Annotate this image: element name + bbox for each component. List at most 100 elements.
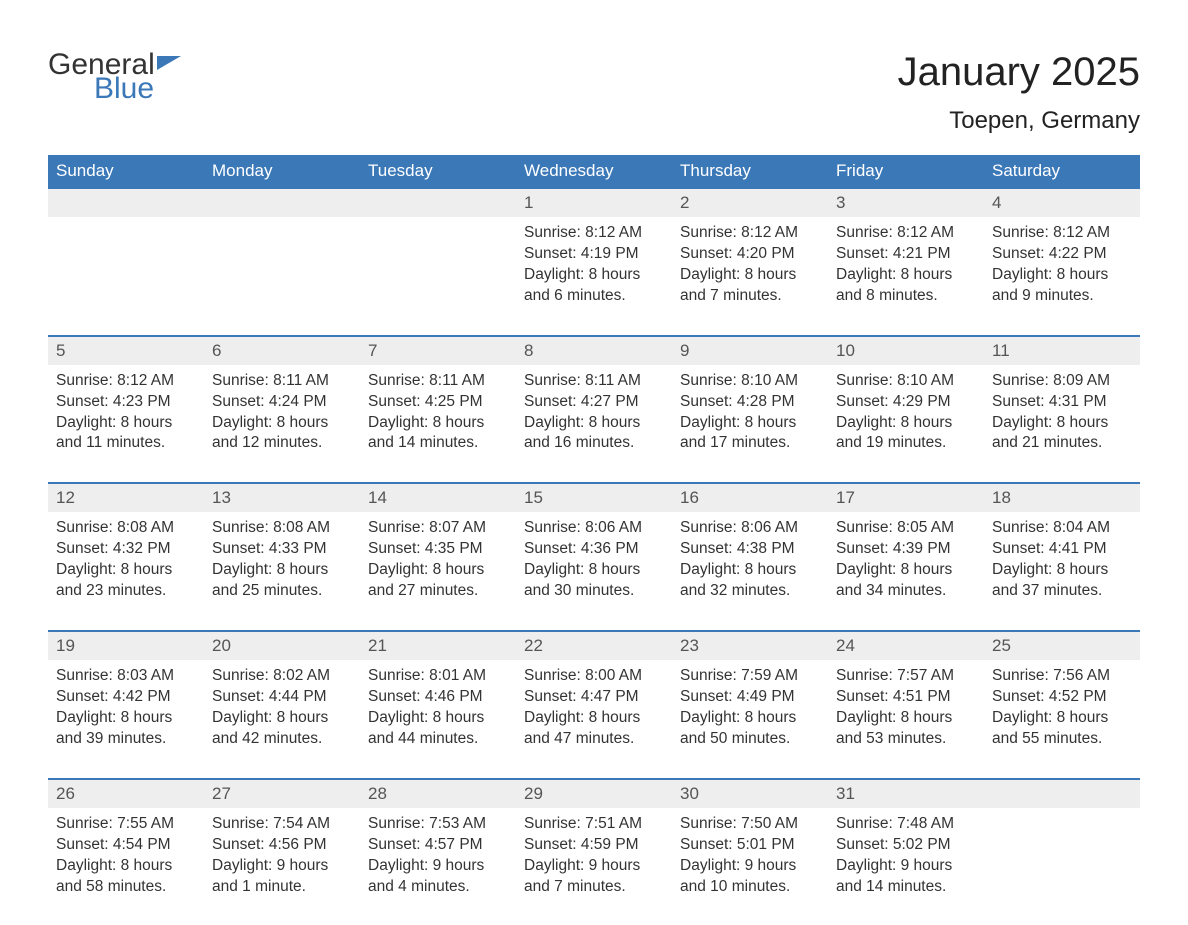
sunrise-text: Sunrise: 8:02 AM [212, 666, 352, 687]
sunset-text: Sunset: 4:20 PM [680, 244, 820, 265]
dl2-text: and 50 minutes. [680, 729, 820, 750]
dl1-text: Daylight: 8 hours [992, 708, 1132, 729]
sunrise-text: Sunrise: 8:12 AM [680, 223, 820, 244]
day-cell: Sunrise: 7:57 AMSunset: 4:51 PMDaylight:… [828, 660, 984, 779]
day-number: 13 [204, 483, 360, 512]
sunrise-text: Sunrise: 8:08 AM [212, 518, 352, 539]
day-cell [360, 217, 516, 336]
dl2-text: and 8 minutes. [836, 286, 976, 307]
day-cell: Sunrise: 8:05 AMSunset: 4:39 PMDaylight:… [828, 512, 984, 631]
day-cell: Sunrise: 8:03 AMSunset: 4:42 PMDaylight:… [48, 660, 204, 779]
dl2-text: and 4 minutes. [368, 877, 508, 898]
day-cell: Sunrise: 8:12 AMSunset: 4:22 PMDaylight:… [984, 217, 1140, 336]
flag-icon [157, 56, 181, 70]
dl2-text: and 55 minutes. [992, 729, 1132, 750]
sunset-text: Sunset: 4:35 PM [368, 539, 508, 560]
sunrise-text: Sunrise: 7:50 AM [680, 814, 820, 835]
day-number: 23 [672, 631, 828, 660]
day-cell: Sunrise: 8:10 AMSunset: 4:28 PMDaylight:… [672, 365, 828, 484]
sunset-text: Sunset: 4:41 PM [992, 539, 1132, 560]
sunrise-text: Sunrise: 8:11 AM [368, 371, 508, 392]
day-cell: Sunrise: 8:12 AMSunset: 4:20 PMDaylight:… [672, 217, 828, 336]
sunset-text: Sunset: 4:19 PM [524, 244, 664, 265]
day-cell: Sunrise: 8:11 AMSunset: 4:27 PMDaylight:… [516, 365, 672, 484]
sunrise-text: Sunrise: 8:12 AM [56, 371, 196, 392]
sunrise-text: Sunrise: 7:53 AM [368, 814, 508, 835]
dl1-text: Daylight: 8 hours [212, 560, 352, 581]
sunrise-text: Sunrise: 8:06 AM [680, 518, 820, 539]
day-number: 14 [360, 483, 516, 512]
dl1-text: Daylight: 8 hours [680, 560, 820, 581]
dl1-text: Daylight: 8 hours [524, 265, 664, 286]
dl2-text: and 27 minutes. [368, 581, 508, 602]
dl1-text: Daylight: 8 hours [56, 856, 196, 877]
weekday-header-row: Sunday Monday Tuesday Wednesday Thursday… [48, 155, 1140, 188]
dl2-text: and 58 minutes. [56, 877, 196, 898]
content-row: Sunrise: 8:12 AMSunset: 4:19 PMDaylight:… [48, 217, 1140, 336]
dl1-text: Daylight: 8 hours [680, 708, 820, 729]
col-thu: Thursday [672, 155, 828, 188]
dl1-text: Daylight: 8 hours [524, 560, 664, 581]
dl1-text: Daylight: 9 hours [680, 856, 820, 877]
day-number: 2 [672, 188, 828, 217]
sunset-text: Sunset: 4:31 PM [992, 392, 1132, 413]
day-cell: Sunrise: 8:12 AMSunset: 4:21 PMDaylight:… [828, 217, 984, 336]
day-cell: Sunrise: 8:07 AMSunset: 4:35 PMDaylight:… [360, 512, 516, 631]
sunrise-text: Sunrise: 7:55 AM [56, 814, 196, 835]
day-number: 4 [984, 188, 1140, 217]
day-number: 17 [828, 483, 984, 512]
content-row: Sunrise: 8:08 AM Sunset: 4:32 PM Daylight:… [48, 512, 1140, 631]
daynum-row: 19202122232425 [48, 631, 1140, 660]
day-cell: Sunrise: 8:09 AMSunset: 4:31 PMDaylight:… [984, 365, 1140, 484]
sunset-text: Sunset: 4:56 PM [212, 835, 352, 856]
day-number: 5 [48, 336, 204, 365]
col-sun: Sunday [48, 155, 204, 188]
dl2-text: and 11 minutes. [56, 433, 196, 454]
sunrise-text: Sunrise: 8:06 AM [524, 518, 664, 539]
day-cell: Sunrise: 7:48 AMSunset: 5:02 PMDaylight:… [828, 808, 984, 925]
sunset-text: Sunset: 4:32 PM [56, 539, 196, 560]
sunrise-text: Sunrise: 8:07 AM [368, 518, 508, 539]
sunset-text: Sunset: 4:54 PM [56, 835, 196, 856]
day-number: 27 [204, 779, 360, 808]
dl1-text: Daylight: 8 hours [56, 413, 196, 434]
dl1-text: Daylight: 8 hours [680, 413, 820, 434]
dl1-text: Daylight: 8 hours [212, 708, 352, 729]
day-number: 16 [672, 483, 828, 512]
sunset-text: Sunset: 4:44 PM [212, 687, 352, 708]
day-cell: Sunrise: 8:06 AMSunset: 4:38 PMDaylight:… [672, 512, 828, 631]
dl1-text: Daylight: 8 hours [836, 708, 976, 729]
dl2-text: and 25 minutes. [212, 581, 352, 602]
daynum-row: 567891011 [48, 336, 1140, 365]
day-number: 28 [360, 779, 516, 808]
page-header: General Blue January 2025 Toepen, German… [48, 50, 1140, 135]
dl1-text: Daylight: 8 hours [524, 413, 664, 434]
day-cell [984, 808, 1140, 925]
day-number: 12 [48, 483, 204, 512]
day-cell: Sunrise: 7:59 AMSunset: 4:49 PMDaylight:… [672, 660, 828, 779]
location: Toepen, Germany [898, 107, 1140, 135]
dl1-text: Daylight: 8 hours [992, 560, 1132, 581]
day-number: 19 [48, 631, 204, 660]
dl1-text: Daylight: 8 hours [56, 708, 196, 729]
dl2-text: and 7 minutes. [524, 877, 664, 898]
day-cell: Sunrise: 8:08 AMSunset: 4:32 PMDaylight:… [48, 512, 204, 631]
dl2-text: and 6 minutes. [524, 286, 664, 307]
sunrise-text: Sunrise: 8:00 AM [524, 666, 664, 687]
dl2-text: and 19 minutes. [836, 433, 976, 454]
day-cell: Sunrise: 7:55 AMSunset: 4:54 PMDaylight:… [48, 808, 204, 925]
dl2-text: and 16 minutes. [524, 433, 664, 454]
dl1-text: Daylight: 9 hours [368, 856, 508, 877]
sunset-text: Sunset: 4:51 PM [836, 687, 976, 708]
sunset-text: Sunset: 4:28 PM [680, 392, 820, 413]
dl2-text: and 32 minutes. [680, 581, 820, 602]
dl2-text: and 14 minutes. [836, 877, 976, 898]
dl1-text: Daylight: 8 hours [836, 560, 976, 581]
day-number: 21 [360, 631, 516, 660]
sunset-text: Sunset: 4:27 PM [524, 392, 664, 413]
sunrise-text: Sunrise: 7:56 AM [992, 666, 1132, 687]
dl1-text: Daylight: 8 hours [524, 708, 664, 729]
dl1-text: Daylight: 8 hours [992, 265, 1132, 286]
col-wed: Wednesday [516, 155, 672, 188]
dl1-text: Daylight: 8 hours [368, 413, 508, 434]
